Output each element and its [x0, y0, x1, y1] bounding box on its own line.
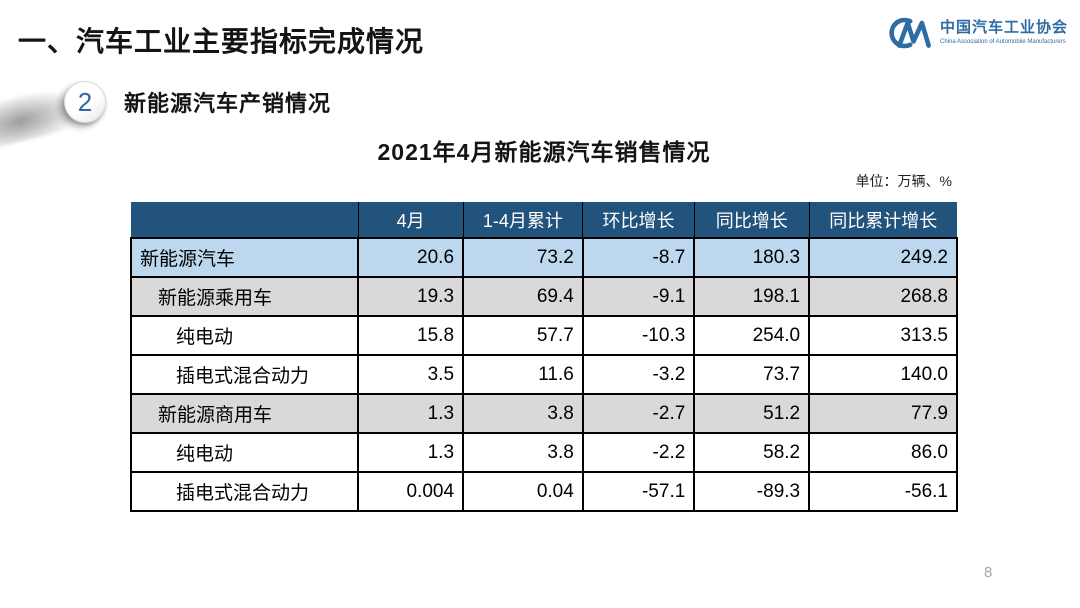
value-cell: 140.0: [808, 354, 958, 395]
row-label: 新能源乘用车: [129, 276, 360, 317]
value-cell: 19.3: [357, 276, 465, 317]
value-cell: -3.2: [581, 354, 696, 395]
value-cell: 3.8: [462, 393, 584, 434]
table-row: 新能源商用车 1.3 3.8 -2.7 51.2 77.9: [129, 393, 958, 434]
value-cell: 268.8: [808, 276, 958, 317]
cam-monogram-icon: [880, 14, 932, 52]
section-header: 2 新能源汽车产销情况: [64, 81, 331, 123]
value-cell: -89.3: [693, 471, 811, 512]
table-row: 纯电动 1.3 3.8 -2.2 58.2 86.0: [129, 432, 958, 473]
logo-name-cn: 中国汽车工业协会: [939, 19, 1068, 37]
table-header-row: 4月 1-4月累计 环比增长 同比增长 同比累计增长: [131, 202, 957, 239]
section-number-badge: 2: [64, 81, 106, 123]
value-cell: 57.7: [462, 315, 584, 356]
unit-note: 单位：万辆、%: [855, 173, 952, 189]
value-cell: -57.1: [581, 471, 696, 512]
value-cell: 1.3: [357, 393, 465, 434]
section-title: 新能源汽车产销情况: [124, 91, 332, 116]
value-cell: 73.7: [693, 354, 811, 395]
value-cell: 86.0: [808, 432, 958, 473]
value-cell: 198.1: [693, 276, 811, 317]
row-label: 新能源汽车: [129, 237, 360, 278]
value-cell: -56.1: [808, 471, 958, 512]
value-cell: 73.2: [462, 237, 584, 278]
row-label: 纯电动: [129, 315, 360, 356]
column-header: 同比增长: [693, 202, 810, 239]
value-cell: 15.8: [357, 315, 465, 356]
value-cell: 51.2: [693, 393, 811, 434]
value-cell: 3.5: [357, 354, 465, 395]
row-label: 新能源商用车: [129, 393, 360, 434]
value-cell: 3.8: [462, 432, 584, 473]
nev-sales-table: 4月 1-4月累计 环比增长 同比增长 同比累计增长 新能源汽车 20.6 73.2…: [129, 202, 958, 512]
value-cell: 249.2: [808, 237, 958, 278]
value-cell: 313.5: [808, 315, 958, 356]
column-header: 1-4月累计: [462, 202, 584, 239]
value-cell: 0.04: [462, 471, 584, 512]
value-cell: -9.1: [581, 276, 696, 317]
column-header: 同比累计增长: [808, 202, 957, 239]
value-cell: 58.2: [693, 432, 811, 473]
column-header: [131, 202, 359, 239]
value-cell: 180.3: [693, 237, 811, 278]
table-row: 插电式混合动力 0.004 0.04 -57.1 -89.3 -56.1: [129, 471, 958, 512]
value-cell: -8.7: [581, 237, 696, 278]
logo-name-en: China Association of Automobile Manufact…: [939, 38, 1066, 45]
value-cell: -10.3: [581, 315, 696, 356]
column-header: 4月: [357, 202, 464, 239]
table-row: 新能源乘用车 19.3 69.4 -9.1 198.1 268.8: [129, 276, 958, 317]
row-label: 纯电动: [129, 432, 360, 473]
value-cell: 20.6: [357, 237, 465, 278]
value-cell: 254.0: [693, 315, 811, 356]
row-label: 插电式混合动力: [129, 471, 360, 512]
org-logo: 中国汽车工业协会 China Association of Automobile…: [880, 14, 1068, 52]
page-number: 8: [984, 564, 993, 581]
table-row: 插电式混合动力 3.5 11.6 -3.2 73.7 140.0: [129, 354, 958, 395]
value-cell: 69.4: [462, 276, 584, 317]
value-cell: -2.2: [581, 432, 696, 473]
value-cell: 1.3: [357, 432, 465, 473]
value-cell: -2.7: [581, 393, 696, 434]
column-header: 环比增长: [582, 202, 695, 239]
value-cell: 0.004: [357, 471, 465, 512]
table-row: 纯电动 15.8 57.7 -10.3 254.0 313.5: [129, 315, 958, 356]
table-row: 新能源汽车 20.6 73.2 -8.7 180.3 249.2: [129, 237, 958, 278]
table-title: 2021年4月新能源汽车销售情况: [377, 139, 711, 165]
page-title: 一、汽车工业主要指标完成情况: [18, 26, 425, 57]
row-label: 插电式混合动力: [129, 354, 360, 395]
value-cell: 77.9: [808, 393, 958, 434]
section-number: 2: [77, 86, 93, 117]
value-cell: 11.6: [462, 354, 584, 395]
